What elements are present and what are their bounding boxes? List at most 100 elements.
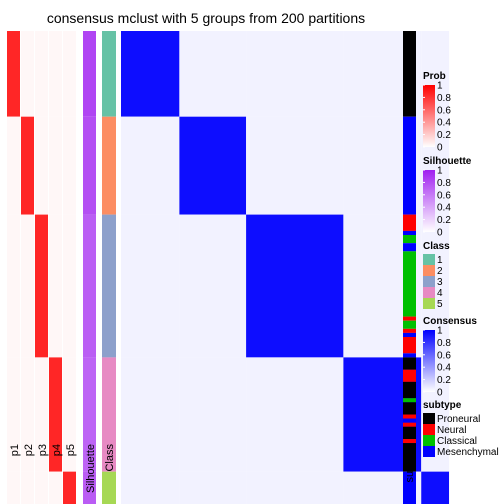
subtype-segment-3 [403, 230, 416, 235]
subtype-segment-17 [403, 402, 416, 415]
subtype-legend-label-2: Classical [437, 436, 477, 447]
class-legend-swatch-0 [423, 254, 435, 265]
prob-legend-tick-0: 1 [437, 81, 443, 92]
subtype-segment-14 [403, 369, 416, 382]
prob-cell-p2-class-2 [21, 116, 34, 215]
class-legend-swatch-3 [423, 287, 435, 298]
consensus-legend-tick-2: 0.6 [437, 350, 451, 361]
prob-cell-p5-class-5 [49, 471, 62, 504]
subtype-segment-6 [403, 251, 416, 317]
silhouette-cell-class-5 [83, 471, 96, 504]
prob-legend-tick-3: 0.4 [437, 118, 451, 129]
prob-legend-title: Prob [423, 71, 446, 82]
consensus-matrix [121, 31, 450, 504]
prob-cell-p4-class-4 [7, 357, 20, 472]
subtype-segment-13 [403, 357, 416, 370]
prob-cell-p2-class-2 [35, 116, 48, 215]
chart-title: consensus mclust with 5 groups from 200 … [47, 10, 365, 26]
prob-legend-tick-1: 0.8 [437, 93, 451, 104]
prob-cell-p5-class-5 [21, 471, 34, 504]
subtype-segment-7 [403, 316, 416, 321]
column-label-3: p4 [51, 444, 63, 456]
prob-legend-tick-2: 0.6 [437, 105, 451, 116]
subtype-column [403, 31, 416, 504]
prob-cell-p2-class-2 [63, 116, 76, 215]
probability-columns [7, 31, 76, 504]
silhouette-legend-title: Silhouette [423, 156, 472, 167]
prob-cell-p5-class-5 [35, 471, 48, 504]
prob-cell-p5-class-5 [7, 471, 20, 504]
column-label-0: p1 [9, 444, 21, 456]
column-labels: p1 p2 p3 p4 p5 Silhouette Class subtype [9, 444, 416, 493]
class-cell-4 [102, 357, 116, 472]
consensus-block-2-3 [246, 116, 344, 215]
subtype-segment-4 [403, 235, 416, 244]
silhouette-legend-tick-2: 0.6 [437, 190, 451, 201]
consensus-block-5-5 [421, 471, 450, 504]
subtype-legend-swatch-1 [423, 424, 435, 435]
class-cell-2 [102, 116, 116, 215]
consensus-legend-tick-5: 0 [437, 388, 443, 399]
consensus-legend-gradient [423, 330, 435, 392]
class-legend-label-1: 2 [437, 266, 443, 277]
subtype-legend-swatch-0 [423, 413, 435, 424]
prob-cell-p1-class-1 [63, 31, 76, 117]
consensus-block-4-2 [179, 357, 247, 472]
prob-cell-p4-class-4 [63, 357, 76, 472]
prob-cell-p3-class-3 [7, 214, 20, 358]
subtype-segment-15 [403, 381, 416, 399]
class-legend-swatch-2 [423, 276, 435, 287]
prob-legend-tick-4: 0.2 [437, 130, 451, 141]
consensus-block-4-1 [121, 357, 180, 472]
subtype-segment-5 [403, 243, 416, 252]
subtype-legend-title: subtype [423, 400, 462, 411]
prob-cell-p1-class-1 [35, 31, 48, 117]
silhouette-cell-class-2 [83, 116, 96, 215]
class-legend-label-2: 3 [437, 277, 443, 288]
prob-cell-p1-class-1 [7, 31, 20, 117]
consensus-legend-tick-1: 0.8 [437, 338, 451, 349]
subtype-segment-16 [403, 398, 416, 403]
subtype-segment-11 [403, 337, 416, 354]
subtype-segment-9 [403, 328, 416, 333]
prob-cell-p1-class-1 [49, 31, 62, 117]
subtype-segment-23 [403, 443, 416, 472]
prob-cell-p3-class-3 [49, 214, 62, 358]
silhouette-cell-class-1 [83, 31, 96, 117]
consensus-block-3-3 [246, 214, 344, 358]
consensus-legend-tick-0: 1 [437, 326, 443, 337]
prob-cell-p4-class-4 [35, 357, 48, 472]
class-cell-5 [102, 471, 116, 504]
silhouette-legend-tick-5: 0 [437, 228, 443, 239]
subtype-segment-10 [403, 332, 416, 337]
prob-legend-tick-5: 0 [437, 143, 443, 154]
subtype-segment-20 [403, 422, 416, 427]
legends: Prob10.80.60.40.20Silhouette10.80.60.40.… [423, 71, 499, 458]
subtype-legend-label-0: Proneural [437, 414, 480, 425]
consensus-block-1-1 [121, 31, 180, 117]
silhouette-cell-class-3 [83, 214, 96, 358]
prob-cell-p5-class-5 [63, 471, 76, 504]
class-cell-1 [102, 31, 116, 117]
prob-legend-gradient [423, 85, 435, 147]
consensus-legend-tick-4: 0.2 [437, 375, 451, 386]
prob-cell-p3-class-3 [35, 214, 48, 358]
subtype-segment-8 [403, 320, 416, 329]
class-legend-swatch-4 [423, 298, 435, 309]
subtype-legend-label-3: Mesenchymal [437, 447, 499, 458]
consensus-block-3-2 [179, 214, 247, 358]
subtype-segment-2 [403, 214, 416, 231]
consensus-block-3-1 [121, 214, 180, 358]
prob-cell-p4-class-4 [21, 357, 34, 472]
prob-cell-p4-class-4 [49, 357, 62, 472]
subtype-segment-21 [403, 426, 416, 439]
consensus-legend-title: Consensus [423, 316, 477, 327]
silhouette-legend-tick-3: 0.4 [437, 203, 451, 214]
subtype-legend-swatch-3 [423, 446, 435, 457]
class-legend-label-3: 4 [437, 288, 443, 299]
consensus-block-5-2 [179, 471, 247, 504]
class-legend-swatch-1 [423, 265, 435, 276]
consensus-block-5-1 [121, 471, 180, 504]
class-column [102, 31, 116, 504]
subtype-segment-18 [403, 414, 416, 419]
